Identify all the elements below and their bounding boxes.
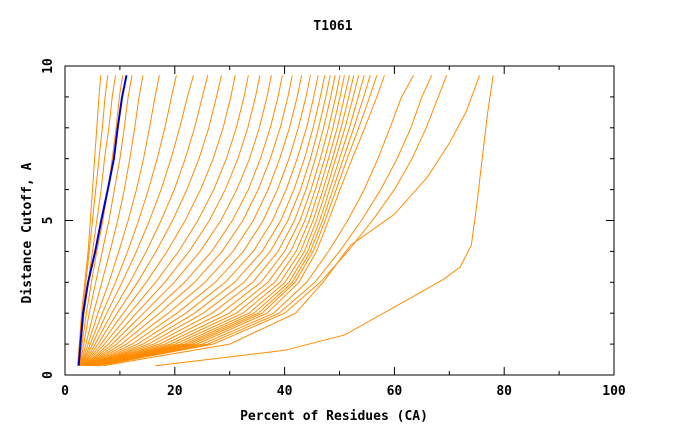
series-line bbox=[89, 75, 331, 367]
series-line bbox=[92, 75, 360, 367]
series-line bbox=[91, 75, 355, 367]
x-tick-label: 60 bbox=[387, 384, 403, 399]
series-line bbox=[81, 75, 194, 366]
series-line bbox=[88, 75, 326, 367]
series-line bbox=[80, 75, 160, 366]
series-line bbox=[79, 75, 144, 366]
series-line bbox=[82, 75, 222, 366]
series-line bbox=[86, 75, 303, 367]
y-tick-label: 10 bbox=[41, 58, 56, 74]
axes-group: 0 20 40 60 80 100 0 5 10 bbox=[41, 58, 626, 399]
series-line bbox=[95, 75, 385, 367]
series-line bbox=[155, 75, 494, 367]
y-tick-label: 5 bbox=[41, 217, 56, 225]
series-group bbox=[77, 75, 494, 367]
x-tick-label: 40 bbox=[277, 384, 293, 399]
series-line bbox=[83, 75, 236, 367]
y-axis-label: Distance Cutoff, A bbox=[20, 162, 35, 303]
x-tick-label: 20 bbox=[167, 384, 183, 399]
series-line bbox=[103, 75, 480, 367]
series-line bbox=[97, 75, 433, 367]
y-tick-label: 0 bbox=[41, 371, 56, 379]
x-axis-label: Percent of Residues (CA) bbox=[240, 409, 428, 424]
series-line bbox=[96, 75, 415, 367]
x-tick-label: 100 bbox=[602, 384, 626, 399]
series-line bbox=[84, 75, 272, 367]
series-line bbox=[82, 75, 209, 366]
series-line bbox=[87, 75, 319, 367]
series-line bbox=[85, 75, 283, 367]
series-line bbox=[78, 75, 124, 366]
series-line bbox=[89, 75, 336, 367]
series-line bbox=[90, 75, 345, 367]
series-line bbox=[77, 75, 102, 366]
highlight-series-line bbox=[77, 75, 128, 366]
series-line bbox=[91, 75, 350, 367]
series-line bbox=[83, 75, 249, 367]
series-line bbox=[98, 75, 448, 367]
series-line bbox=[90, 75, 341, 367]
chart-title: T1061 bbox=[313, 19, 352, 34]
series-line bbox=[81, 75, 177, 366]
x-tick-label: 80 bbox=[496, 384, 512, 399]
series-line bbox=[93, 75, 371, 367]
series-line bbox=[86, 75, 293, 367]
series-line bbox=[92, 75, 365, 367]
series-line bbox=[93, 75, 378, 367]
x-tick-label: 0 bbox=[61, 384, 69, 399]
series-line bbox=[84, 75, 261, 367]
series-line bbox=[87, 75, 311, 367]
series-line bbox=[79, 75, 133, 366]
